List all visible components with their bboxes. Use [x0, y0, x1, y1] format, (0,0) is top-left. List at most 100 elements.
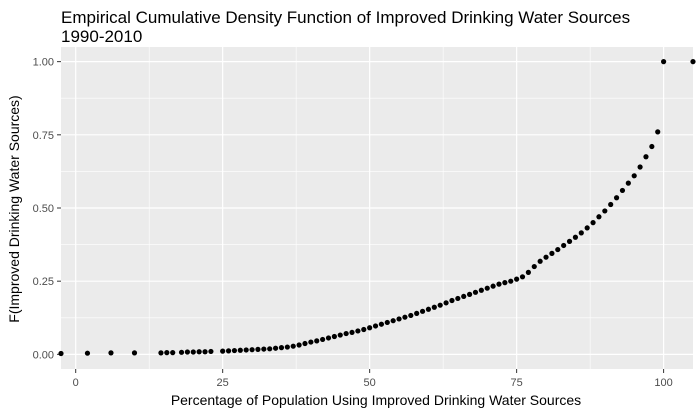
data-point — [396, 316, 402, 322]
y-tick-label: 0.00 — [33, 349, 54, 361]
data-points — [58, 59, 696, 357]
data-point — [531, 263, 537, 270]
data-point — [355, 328, 361, 334]
data-point — [596, 214, 602, 220]
data-point — [372, 323, 379, 329]
data-point — [178, 349, 185, 355]
x-tick-label: 75 — [511, 377, 523, 389]
data-point — [184, 349, 190, 355]
data-point — [284, 344, 290, 350]
data-point — [84, 350, 91, 356]
data-point — [314, 338, 320, 344]
data-point — [308, 339, 314, 345]
data-point — [290, 343, 296, 349]
data-point — [343, 330, 349, 337]
data-point — [170, 350, 176, 356]
data-point — [631, 173, 637, 179]
data-point — [443, 300, 449, 306]
data-point — [649, 143, 655, 150]
data-point — [578, 230, 584, 236]
data-point — [378, 321, 385, 327]
grid-lines — [61, 47, 693, 369]
data-point — [466, 291, 473, 297]
y-axis-title: F(Improved Drinking Water Sources) — [6, 95, 22, 322]
x-tick-label: 0 — [73, 377, 79, 389]
data-point — [225, 348, 232, 354]
data-point — [249, 347, 255, 353]
data-point — [478, 287, 484, 293]
data-point — [278, 345, 285, 351]
data-point — [602, 208, 608, 214]
data-point — [164, 350, 170, 356]
data-point — [414, 310, 420, 316]
data-point — [108, 350, 114, 356]
x-tick-label: 25 — [217, 377, 229, 389]
data-point — [408, 312, 414, 319]
data-point — [661, 59, 667, 65]
data-point — [431, 304, 437, 310]
data-point — [561, 242, 567, 249]
data-point — [272, 345, 279, 351]
data-point — [549, 250, 555, 256]
data-point — [196, 349, 202, 355]
data-point — [419, 308, 426, 314]
data-point — [608, 201, 614, 208]
data-point — [231, 347, 238, 354]
data-point — [461, 293, 467, 300]
data-point — [472, 289, 479, 295]
data-point — [584, 225, 590, 231]
data-point — [425, 306, 432, 312]
data-point — [349, 329, 355, 336]
data-point — [255, 346, 261, 352]
data-point — [402, 314, 408, 320]
data-point — [537, 258, 543, 264]
data-point — [58, 350, 64, 357]
data-point — [637, 164, 643, 170]
data-point — [302, 340, 308, 347]
data-point — [208, 348, 214, 355]
data-point — [613, 195, 620, 201]
data-point — [502, 280, 508, 286]
data-point — [455, 295, 461, 302]
data-point — [190, 349, 196, 355]
x-axis: 0 25 50 75 100 — [73, 369, 673, 389]
data-point — [131, 350, 138, 356]
data-point — [361, 326, 367, 333]
data-point — [243, 347, 249, 353]
chart-title-line-1: Empirical Cumulative Density Function of… — [61, 8, 630, 27]
data-point — [519, 274, 526, 280]
data-point — [525, 269, 531, 275]
data-point — [490, 283, 496, 289]
y-tick-label: 0.50 — [33, 203, 54, 215]
data-point — [543, 254, 549, 260]
data-point — [514, 276, 520, 282]
data-point — [572, 234, 579, 240]
data-point — [625, 180, 631, 186]
data-point — [267, 346, 273, 352]
x-tick-label: 100 — [654, 377, 672, 389]
data-point — [508, 278, 514, 284]
x-tick-label: 50 — [364, 377, 376, 389]
y-tick-label: 0.25 — [33, 276, 54, 288]
data-point — [566, 238, 573, 244]
data-point — [384, 319, 390, 326]
data-point — [643, 154, 649, 160]
data-point — [320, 336, 326, 343]
y-axis: 0.00 0.25 0.50 0.75 1.00 — [33, 57, 61, 361]
data-point — [619, 187, 626, 194]
data-point — [337, 332, 343, 338]
data-point — [590, 220, 596, 226]
data-point — [496, 281, 502, 287]
data-point — [390, 318, 396, 324]
data-point — [449, 297, 455, 304]
data-point — [202, 349, 208, 355]
data-point — [220, 348, 226, 354]
data-point — [237, 347, 243, 353]
data-point — [158, 350, 164, 356]
data-point — [655, 129, 661, 135]
x-axis-title: Percentage of Population Using Improved … — [171, 392, 581, 408]
data-point — [555, 246, 561, 253]
data-point — [261, 346, 267, 352]
data-point — [437, 302, 443, 308]
